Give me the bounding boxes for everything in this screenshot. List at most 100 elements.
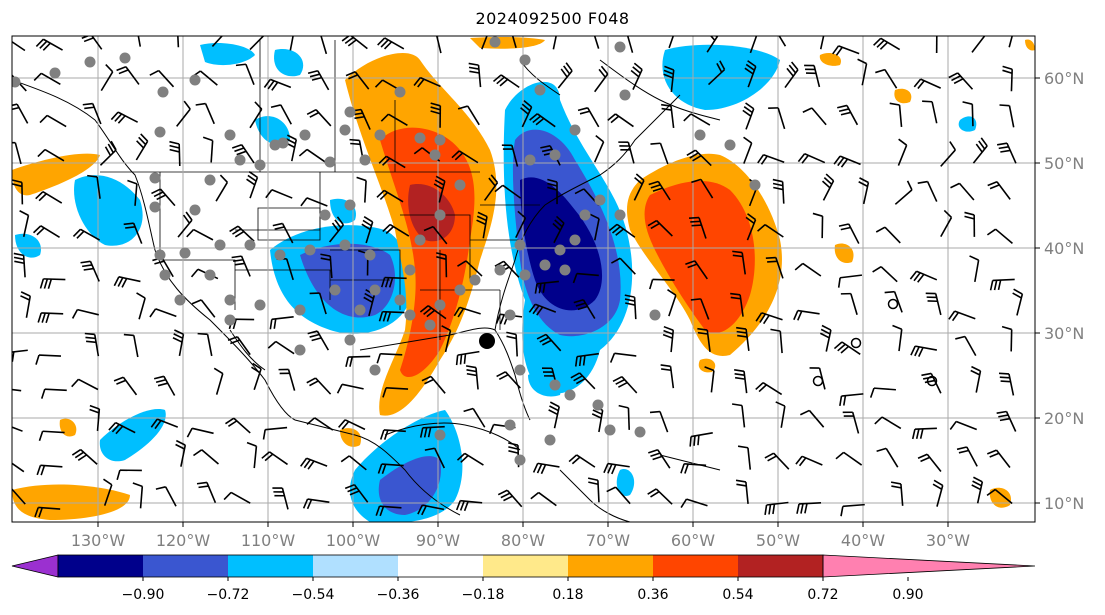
wind-barb-icon (917, 453, 942, 472)
wind-barb-icon (497, 489, 523, 508)
station-dot-icon (489, 36, 501, 48)
wind-barb-icon (361, 215, 374, 244)
wind-barb-icon (223, 491, 251, 504)
wind-barb-icon (986, 488, 1013, 505)
wind-barb-icon (289, 36, 294, 51)
wind-barb-icon (433, 175, 446, 203)
wind-barb-icon (662, 325, 675, 353)
wind-barb-icon (755, 381, 783, 396)
station-dot-icon (694, 129, 706, 141)
wind-barb-icon (465, 365, 479, 390)
wind-barb-icon (764, 501, 789, 516)
wind-barb-icon (869, 387, 896, 398)
wind-barb-icon (375, 505, 402, 517)
wind-barb-icon (195, 102, 215, 125)
wind-barb-icon (35, 38, 63, 51)
lon-label: 60°W (671, 531, 715, 550)
wind-barb-icon (177, 211, 193, 238)
wind-barb-icon (795, 455, 823, 467)
wind-barb-icon (110, 111, 139, 124)
wind-barb-icon (617, 36, 634, 53)
wind-barb-icon (732, 250, 747, 275)
wind-barb-icon (211, 36, 224, 47)
wind-barb-icon (972, 137, 988, 164)
wind-barb-icon (345, 71, 370, 90)
station-dot-icon (294, 344, 306, 356)
wind-barb-icon (573, 299, 596, 319)
colorbar-segment (58, 555, 144, 577)
wind-barb-icon (506, 331, 518, 357)
wind-barb-icon (72, 228, 101, 241)
wind-barb-icon (481, 36, 488, 50)
wind-barb-icon (272, 487, 289, 510)
wind-barb-icon (40, 388, 67, 399)
station-dot-icon (424, 319, 436, 331)
station-dot-icon (394, 86, 406, 98)
wind-barb-icon (123, 222, 143, 244)
colorbar-label: 0.54 (722, 587, 753, 603)
station-dot-icon (479, 333, 495, 349)
wind-barb-icon (606, 486, 631, 505)
wind-barb-icon (340, 455, 367, 471)
wind-barb-icon (1008, 36, 1014, 48)
lon-label: 110°W (241, 531, 296, 550)
station-dot-icon (434, 134, 446, 146)
station-dot-icon (159, 269, 171, 281)
colorbar: −0.90 −0.72 −0.54 −0.36 −0.18 0.18 0.36 0.54 0.7… (11, 554, 1036, 603)
station-dot-icon (454, 284, 466, 296)
wind-barb-icon (833, 341, 861, 355)
wind-barb-icon (344, 483, 369, 503)
wind-barb-icon (683, 113, 711, 126)
wind-barb-icon (476, 211, 488, 239)
wind-barb-icon (225, 417, 251, 434)
wind-barb-icon (436, 252, 448, 278)
wind-barb-icon (742, 102, 755, 130)
wind-barb-icon (755, 312, 783, 325)
colorbar-label: 0.72 (807, 587, 838, 603)
wind-barb-icon (948, 310, 976, 322)
wind-barb-icon (191, 299, 216, 318)
wind-barb-icon (501, 144, 519, 167)
wind-barb-icon (612, 375, 638, 394)
wind-barb-icon (707, 60, 726, 86)
wind-barb-icon (529, 113, 556, 128)
wind-barb-icon (986, 228, 1013, 244)
wind-barb-icon (668, 36, 675, 49)
station-dot-icon (414, 234, 426, 246)
station-dot-icon (594, 194, 606, 206)
wind-barb-icon (840, 292, 858, 315)
wind-barb-icon (618, 141, 635, 164)
wind-barb-icon (153, 375, 176, 396)
station-dot-icon (294, 304, 306, 316)
wind-barb-icon (799, 409, 825, 428)
wind-barb-icon (455, 499, 483, 512)
station-dot-icon (154, 249, 166, 261)
wind-barb-icon (971, 36, 986, 53)
wind-barb-icon (697, 327, 711, 352)
wind-barb-icon (819, 36, 825, 50)
wind-barb-icon (307, 330, 330, 351)
wind-barb-icon (647, 488, 673, 505)
wind-barb-icon (749, 36, 758, 54)
wind-barb-icon (251, 362, 262, 391)
wind-barb-icon (278, 368, 296, 391)
station-dot-icon (344, 106, 356, 118)
colorbar-segment (738, 555, 824, 577)
wind-barb-icon (246, 171, 259, 199)
wind-barb-icon (530, 491, 557, 507)
wind-barb-icon (492, 74, 520, 89)
wind-barb-icon (593, 134, 605, 163)
station-dot-icon (324, 156, 336, 168)
station-dot-icon (649, 309, 661, 321)
station-dot-icon (394, 294, 406, 306)
wind-barb-icon (875, 226, 901, 244)
station-dot-icon (329, 284, 341, 296)
wind-barb-icon (382, 223, 410, 237)
wind-barb-icon (999, 104, 1015, 128)
wind-barb-icon (80, 260, 100, 282)
station-dot-icon (299, 129, 311, 141)
wind-barb-icon (611, 257, 636, 275)
wind-barb-icon (618, 404, 631, 430)
wind-barb-icon (737, 445, 752, 470)
station-dot-icon (634, 426, 646, 438)
